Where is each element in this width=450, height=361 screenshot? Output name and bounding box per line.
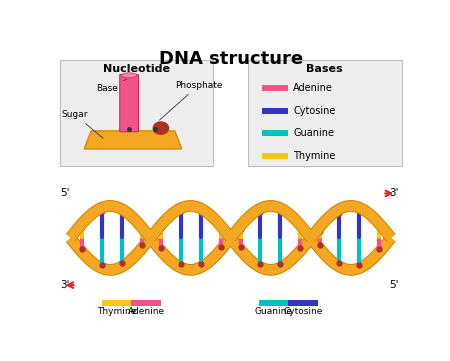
Text: Cytosine: Cytosine [284, 308, 323, 316]
Text: Guanine: Guanine [254, 308, 292, 316]
FancyBboxPatch shape [248, 60, 401, 166]
Text: 3': 3' [389, 188, 399, 199]
Ellipse shape [122, 73, 137, 78]
Text: Bases: Bases [306, 64, 343, 74]
Text: 3': 3' [60, 280, 70, 290]
Bar [258, 300, 288, 306]
Text: Nucleotide: Nucleotide [103, 64, 170, 74]
Circle shape [153, 122, 169, 134]
Text: Guanine: Guanine [293, 129, 334, 138]
FancyBboxPatch shape [120, 74, 139, 132]
Text: Adenine: Adenine [293, 83, 333, 93]
Text: Base: Base [96, 79, 126, 92]
Text: Sugar: Sugar [62, 110, 103, 138]
Bar [262, 153, 288, 159]
Text: DNA structure: DNA structure [158, 50, 303, 68]
Text: 5': 5' [60, 188, 70, 199]
Text: Thymine: Thymine [293, 151, 336, 161]
Bar [262, 108, 288, 114]
Bar [262, 85, 288, 91]
FancyBboxPatch shape [60, 60, 213, 166]
Text: 5': 5' [389, 280, 399, 290]
Text: Phosphate: Phosphate [159, 81, 222, 120]
Text: Thymine: Thymine [97, 308, 136, 316]
Text: Adenine: Adenine [127, 308, 165, 316]
Bar [288, 300, 318, 306]
Bar [262, 130, 288, 136]
Bar [102, 300, 131, 306]
Text: Cytosine: Cytosine [293, 105, 336, 116]
Bar [131, 300, 161, 306]
Polygon shape [84, 131, 182, 149]
